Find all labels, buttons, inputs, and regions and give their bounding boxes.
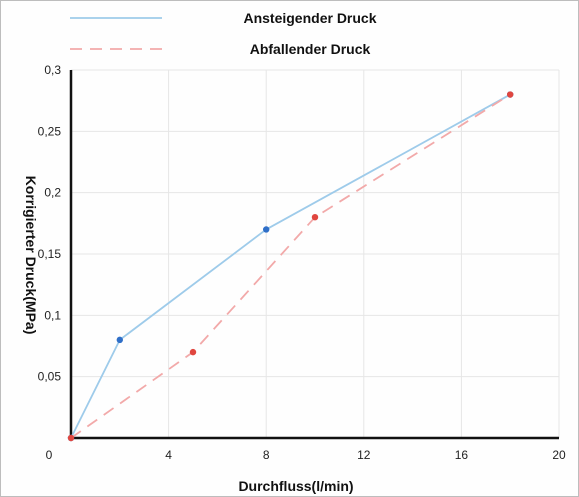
x-tick-label: 16 <box>455 448 469 462</box>
x-tick-label: 4 <box>165 448 172 462</box>
x-axis-title: Durchfluss(l/min) <box>238 478 353 494</box>
tick-labels: 0 4 8 12 16 20 0,05 0,1 0,15 0,2 0,25 0,3 <box>38 63 566 462</box>
legend-label-ansteigender: Ansteigender Druck <box>243 10 376 26</box>
series-0-point <box>116 336 124 344</box>
x-tick-label: 0 <box>46 448 53 462</box>
series-1-point <box>189 348 197 356</box>
legend: Ansteigender Druck Abfallender Druck <box>70 10 377 57</box>
series-0-point <box>263 226 270 233</box>
series-1-point <box>507 91 514 98</box>
y-tick-label: 0,05 <box>38 370 62 384</box>
y-tick-label: 0,15 <box>38 247 62 261</box>
series-1-point <box>311 214 319 221</box>
y-tick-label: 0,1 <box>44 308 61 322</box>
y-axis-title: Korrigierter Druck(MPa) <box>23 176 39 335</box>
y-tick-label: 0,3 <box>44 63 61 77</box>
grid <box>71 69 560 438</box>
x-tick-label: 20 <box>552 448 566 462</box>
series-1-point <box>67 434 75 442</box>
x-tick-label: 12 <box>357 448 371 462</box>
series-line-1 <box>70 93 511 439</box>
x-tick-label: 8 <box>263 448 270 462</box>
y-tick-label: 0,2 <box>44 186 61 200</box>
y-tick-label: 0,25 <box>38 124 62 138</box>
axes <box>69 70 559 440</box>
series-layer <box>67 91 514 442</box>
series-line-0 <box>70 93 511 439</box>
legend-label-abfallender: Abfallender Druck <box>250 41 371 57</box>
